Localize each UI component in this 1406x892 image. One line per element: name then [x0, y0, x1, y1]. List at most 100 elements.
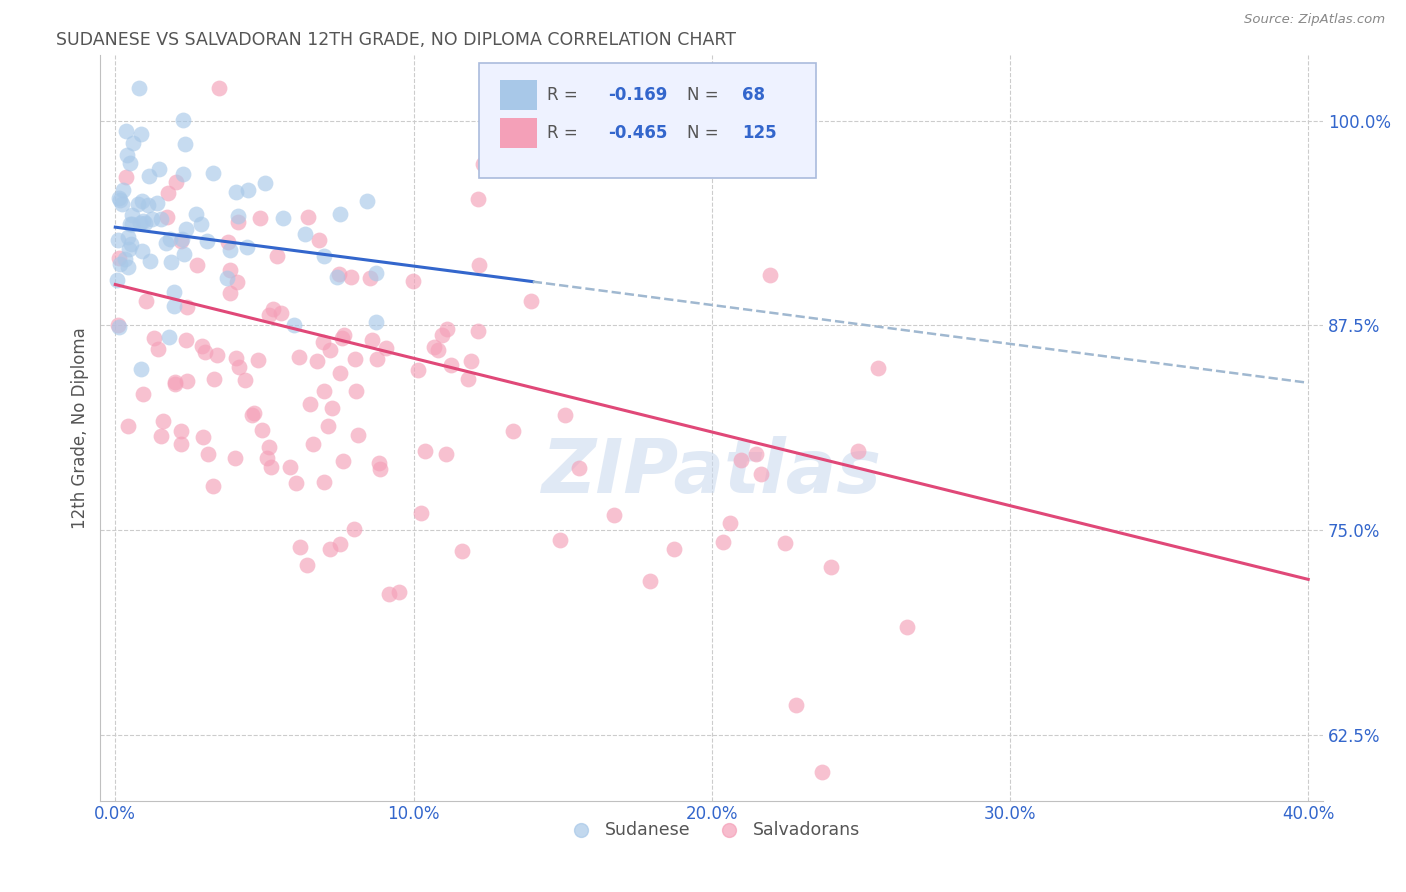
Point: [568, 460, 591, 475]
FancyBboxPatch shape: [501, 119, 537, 148]
Point: [471, 157, 494, 171]
Point: [467, 192, 489, 206]
Point: [165, 377, 187, 392]
Point: [773, 536, 796, 550]
Point: [170, 424, 193, 438]
Point: [120, 217, 142, 231]
Point: [132, 387, 155, 401]
Point: [174, 222, 197, 236]
Point: [225, 276, 247, 290]
Point: [250, 423, 273, 437]
Point: [359, 271, 381, 285]
Point: [409, 506, 432, 520]
Point: [329, 366, 352, 380]
Point: [554, 408, 576, 422]
Point: [131, 194, 153, 208]
Text: 125: 125: [742, 124, 778, 143]
Point: [236, 240, 259, 254]
Point: [190, 217, 212, 231]
Point: [110, 257, 132, 271]
Point: [120, 156, 142, 170]
Point: [202, 372, 225, 386]
Text: SUDANESE VS SALVADORAN 12TH GRADE, NO DIPLOMA CORRELATION CHART: SUDANESE VS SALVADORAN 12TH GRADE, NO DI…: [56, 31, 737, 49]
Point: [129, 362, 152, 376]
Point: [730, 453, 752, 467]
Point: [225, 185, 247, 199]
Point: [312, 475, 335, 489]
Point: [111, 183, 134, 197]
Point: [266, 249, 288, 263]
Point: [146, 196, 169, 211]
Point: [219, 244, 242, 258]
Point: [225, 351, 247, 365]
Point: [356, 194, 378, 208]
Point: [117, 230, 139, 244]
Point: [330, 331, 353, 345]
Point: [711, 534, 734, 549]
Point: [163, 375, 186, 389]
Point: [502, 424, 524, 438]
Point: [312, 334, 335, 349]
Point: [520, 293, 543, 308]
Point: [159, 231, 181, 245]
Point: [457, 372, 479, 386]
Point: [368, 457, 391, 471]
Point: [228, 209, 250, 223]
Point: [219, 262, 242, 277]
Point: [333, 328, 356, 343]
Point: [115, 147, 138, 161]
Point: [174, 333, 197, 347]
Point: [117, 418, 139, 433]
Point: [176, 375, 198, 389]
Point: [785, 698, 807, 712]
Point: [249, 211, 271, 226]
Point: [136, 198, 159, 212]
Point: [344, 351, 367, 366]
Point: [288, 540, 311, 554]
Point: [314, 249, 336, 263]
Point: [316, 418, 339, 433]
Point: [810, 764, 832, 779]
Point: [260, 460, 283, 475]
Point: [224, 451, 246, 466]
Point: [172, 113, 194, 128]
Point: [548, 533, 571, 547]
Point: [108, 191, 131, 205]
Point: [328, 267, 350, 281]
Point: [228, 214, 250, 228]
Point: [415, 443, 437, 458]
Point: [208, 81, 231, 95]
Point: [107, 251, 129, 265]
Point: [422, 340, 444, 354]
Point: [468, 258, 491, 272]
Point: [186, 258, 208, 272]
Point: [374, 341, 396, 355]
Point: [105, 273, 128, 287]
Point: [262, 302, 284, 317]
Point: [149, 212, 172, 227]
Point: [440, 358, 463, 372]
Point: [197, 447, 219, 461]
Point: [271, 211, 294, 226]
Point: [283, 318, 305, 333]
Point: [148, 161, 170, 176]
Point: [156, 210, 179, 224]
Text: N =: N =: [688, 86, 724, 103]
Point: [195, 234, 218, 248]
Text: Source: ZipAtlas.com: Source: ZipAtlas.com: [1244, 13, 1385, 27]
Text: -0.465: -0.465: [607, 124, 668, 143]
Point: [603, 508, 626, 522]
Point: [460, 354, 482, 368]
Point: [848, 444, 870, 458]
Point: [162, 285, 184, 299]
Point: [122, 136, 145, 151]
Point: [215, 271, 238, 285]
Point: [173, 247, 195, 261]
Point: [744, 446, 766, 460]
Point: [170, 234, 193, 248]
Point: [146, 342, 169, 356]
Point: [128, 81, 150, 95]
Point: [141, 212, 163, 227]
Point: [186, 207, 208, 221]
Point: [278, 459, 301, 474]
